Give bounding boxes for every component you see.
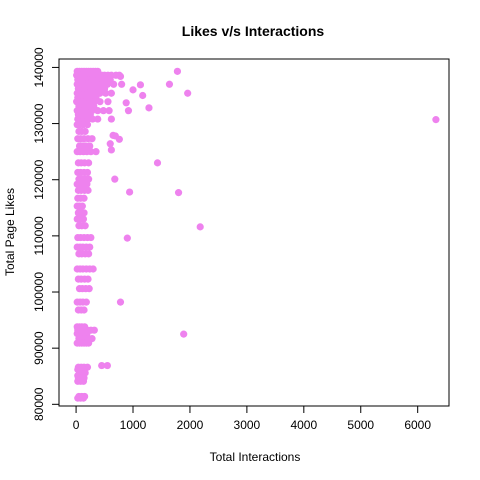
data-point [111, 132, 119, 140]
data-point [126, 188, 134, 196]
y-tick-label: 140000 [32, 47, 46, 87]
x-axis: 0 1000 2000 3000 4000 5000 6000 [73, 405, 431, 432]
data-point [111, 175, 119, 183]
data-point [96, 98, 104, 106]
x-tick-label: 5000 [347, 418, 374, 432]
data-point [85, 339, 93, 347]
data-point [165, 80, 174, 88]
data-point [80, 306, 88, 314]
x-tick-label: 6000 [404, 418, 431, 432]
data-point [79, 394, 88, 402]
y-tick-label: 110000 [32, 216, 46, 255]
chart-title: Likes v/s Interactions [182, 23, 325, 39]
y-tick-label: 100000 [32, 272, 46, 312]
data-point [123, 234, 131, 242]
x-axis-label: Total Interactions [210, 450, 301, 464]
data-point [180, 330, 188, 338]
data-point [84, 186, 92, 194]
data-point [90, 326, 98, 334]
data-point [86, 243, 94, 251]
data-point [89, 265, 97, 273]
data-point [173, 67, 182, 75]
x-tick-label: 1000 [120, 418, 147, 432]
data-point [81, 127, 89, 136]
data-point [174, 189, 183, 197]
data-point [82, 298, 90, 306]
data-point [196, 223, 204, 231]
data-point [98, 361, 106, 370]
data-point [85, 250, 93, 258]
data-point [129, 86, 137, 94]
x-tick-label: 2000 [177, 418, 204, 432]
data-point [145, 104, 153, 112]
y-axis-label: Total Page Likes [3, 188, 17, 276]
data-point [80, 194, 88, 202]
y-tick-label: 90000 [32, 331, 46, 365]
y-tick-label: 130000 [32, 103, 46, 143]
data-point [78, 202, 86, 210]
x-tick-label: 0 [73, 418, 80, 432]
data-point [153, 159, 162, 167]
data-point [107, 115, 115, 123]
data-point [87, 233, 95, 242]
data-point [92, 148, 100, 156]
y-tick-label: 80000 [32, 387, 46, 421]
data-point [84, 275, 92, 283]
data-point [116, 72, 125, 81]
data-point [116, 298, 125, 306]
data-point [136, 81, 145, 89]
data-point [432, 116, 440, 124]
data-point [83, 121, 92, 129]
data-point [184, 89, 192, 97]
data-point [79, 215, 88, 223]
data-point [79, 377, 88, 385]
data-point [94, 107, 102, 115]
data-point [83, 168, 92, 177]
data-point [83, 180, 91, 188]
data-point [107, 89, 115, 97]
data-point [139, 91, 147, 100]
data-points [73, 67, 440, 402]
data-point [105, 107, 113, 115]
data-point [85, 285, 93, 293]
data-point [107, 146, 115, 154]
data-point [81, 222, 89, 230]
data-point [122, 99, 130, 107]
x-tick-label: 3000 [234, 418, 261, 432]
data-point [88, 115, 97, 123]
x-tick-label: 4000 [290, 418, 317, 432]
data-point [85, 159, 93, 167]
data-point [103, 361, 111, 370]
data-point [86, 142, 94, 150]
data-point [104, 98, 112, 106]
data-point [118, 80, 126, 88]
data-point [110, 80, 118, 88]
data-point [87, 148, 95, 156]
data-point [80, 209, 88, 217]
data-point [102, 89, 110, 97]
data-point [99, 107, 108, 115]
y-axis: 80000 90000 100000 110000 120000 130000 140000 [32, 47, 60, 421]
data-point [124, 107, 133, 115]
data-point [94, 115, 102, 123]
data-point [88, 135, 96, 143]
data-point [106, 140, 114, 148]
y-tick-label: 120000 [32, 159, 46, 199]
